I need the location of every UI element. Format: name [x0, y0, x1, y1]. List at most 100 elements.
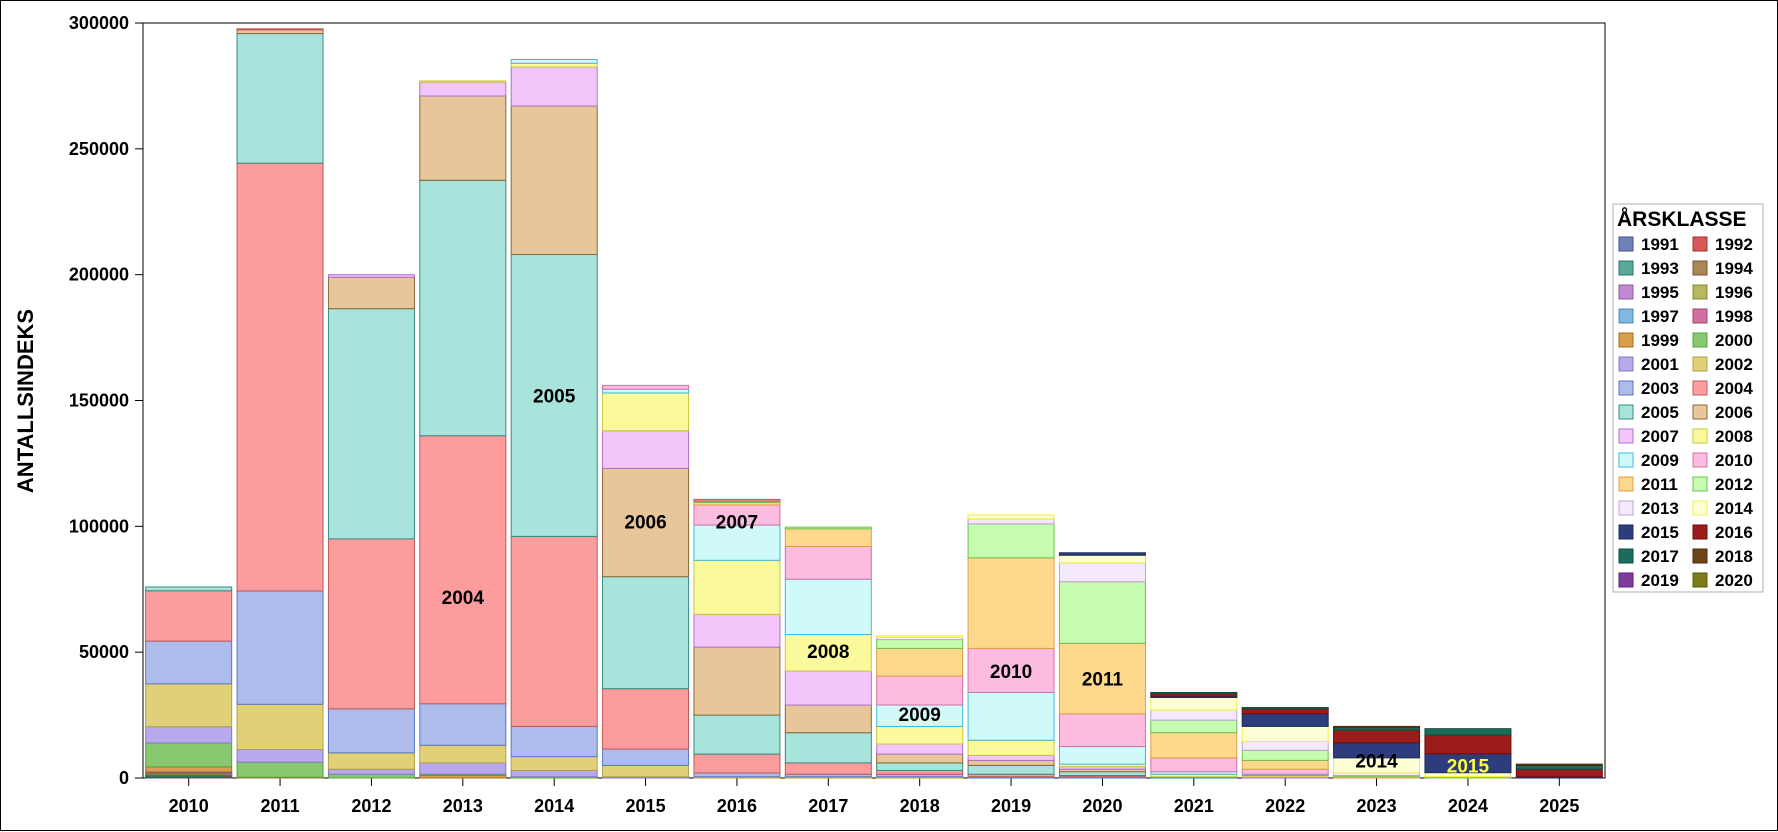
- bar-segment-2004: [602, 688, 690, 750]
- legend-label: 1993: [1641, 259, 1679, 278]
- annotations: 2004 2005 2006 2007 2008 2009 2010 2011 2014 2015: [442, 386, 1490, 777]
- legend-label: 1997: [1641, 307, 1679, 326]
- x-tick-label: 2018: [900, 796, 940, 816]
- bar-segment-2011: [967, 557, 1055, 649]
- bar-segment-2014: [967, 514, 1055, 520]
- legend-label: 2005: [1641, 403, 1679, 422]
- legend-item-2016: 2016: [1692, 523, 1753, 542]
- bar-segment-2006: [967, 759, 1055, 766]
- legend-swatch: [1618, 236, 1634, 252]
- bar-segment-2000: [327, 773, 415, 779]
- bar-segment-2006: [510, 105, 598, 256]
- legend-label: 1999: [1641, 331, 1679, 350]
- bar-segment-2007: [327, 274, 415, 278]
- bar-label-2004: 2004: [442, 588, 485, 609]
- legend-label: 2017: [1641, 547, 1679, 566]
- legend-swatch: [1618, 428, 1634, 444]
- bar-segment-2008: [602, 392, 690, 432]
- bar-label-2009: 2009: [899, 705, 941, 726]
- bar-stack-2016: [693, 498, 781, 779]
- legend-title: ÅRSKLASSE: [1617, 207, 1747, 231]
- legend-swatch: [1618, 548, 1634, 564]
- legend-label: 2010: [1715, 451, 1753, 470]
- x-tick-label: 2011: [261, 796, 300, 816]
- bar-segment-2006: [602, 467, 690, 578]
- bar-stack-2024: [1424, 728, 1512, 779]
- legend-item-1996: 1996: [1692, 283, 1753, 302]
- legend-item-1994: 1994: [1692, 259, 1753, 278]
- legend-label: 2007: [1641, 427, 1679, 446]
- x-tick-label: 2019: [991, 796, 1031, 816]
- bar-label-2011: 2011: [1082, 670, 1124, 691]
- bar-segment-2002: [145, 683, 233, 728]
- bar-segment-2003: [419, 703, 507, 746]
- bar-segment-2004: [510, 535, 598, 727]
- bar-segment-2011: [1058, 642, 1146, 715]
- legend-item-2010: 2010: [1692, 451, 1753, 470]
- legend-item-2005: 2005: [1618, 403, 1679, 422]
- legend-item-2020: 2020: [1692, 571, 1753, 590]
- bar-segment-2002: [419, 744, 507, 764]
- legend-swatch: [1692, 332, 1708, 348]
- bar-segment-2004: [876, 769, 964, 775]
- legend-item-2011: 2011: [1618, 475, 1678, 494]
- legend-swatch: [1618, 284, 1634, 300]
- bar-segment-2005: [693, 714, 781, 755]
- bar-segment-2007: [693, 613, 781, 648]
- bar-segment-2008: [876, 725, 964, 745]
- bar-segment-2005: [145, 586, 233, 592]
- bar-segment-2003: [327, 708, 415, 754]
- legend-label: 2012: [1715, 475, 1753, 494]
- bar-segment-2008: [419, 80, 507, 83]
- bar-segment-2017: [1424, 728, 1512, 736]
- bar-segment-2010: [1058, 713, 1146, 748]
- bar-segment-2010: [876, 675, 964, 706]
- bar-stack-2012: [327, 274, 415, 779]
- legend-item-2004: 2004: [1692, 379, 1753, 398]
- legend-label: 2019: [1641, 571, 1679, 590]
- legend-label: 2008: [1715, 427, 1753, 446]
- bar-segment-2005: [327, 308, 415, 540]
- legend-swatch: [1692, 452, 1708, 468]
- legend-swatch: [1692, 380, 1708, 396]
- bar-segment-2000: [236, 761, 324, 778]
- legend-item-2013: 2013: [1618, 499, 1679, 518]
- legend-label: 2000: [1715, 331, 1753, 350]
- bar-segment-2014: [876, 635, 964, 638]
- bar-segment-2008: [967, 739, 1055, 756]
- legend-swatch: [1618, 500, 1634, 516]
- legend-item-2017: 2017: [1618, 547, 1679, 566]
- bar-segment-2007: [967, 754, 1055, 761]
- legend-swatch: [1692, 308, 1708, 324]
- legend-label: 2011: [1641, 475, 1678, 494]
- bar-segment-2007: [876, 743, 964, 755]
- y-tick-label: 300000: [69, 13, 129, 33]
- bar-segment-2004: [236, 162, 324, 592]
- legend-item-1999: 1999: [1618, 331, 1679, 350]
- bar-stack-2015: [602, 384, 690, 779]
- legend-label: 1995: [1641, 283, 1679, 302]
- x-tick-label: 2025: [1539, 796, 1579, 816]
- bar-segment-2014: [1150, 696, 1238, 711]
- bar-segment-2001: [510, 769, 598, 778]
- bar-stack-2018: [876, 635, 964, 779]
- legend-item-2019: 2019: [1618, 571, 1679, 590]
- bar-segment-2001: [327, 768, 415, 775]
- bar-segment-2010: [784, 545, 872, 580]
- legend-label: 1991: [1641, 235, 1679, 254]
- bar-segment-2011: [1241, 759, 1329, 770]
- legend-item-2015: 2015: [1618, 523, 1679, 542]
- x-tick-label: 2022: [1265, 796, 1305, 816]
- legend-item-2009: 2009: [1618, 451, 1679, 470]
- legend-label: 2016: [1715, 523, 1753, 542]
- bar-segment-2007: [419, 81, 507, 97]
- legend-item-1992: 1992: [1692, 235, 1753, 254]
- x-tick-label: 2016: [717, 796, 757, 816]
- bar-label-2014: 2014: [1355, 751, 1398, 772]
- bar-segment-2005: [1058, 771, 1146, 776]
- bar-segment-2001: [236, 749, 324, 763]
- bar-segment-2005: [784, 732, 872, 764]
- legend-label: 2002: [1715, 355, 1753, 374]
- y-tick-label: 200000: [69, 265, 129, 285]
